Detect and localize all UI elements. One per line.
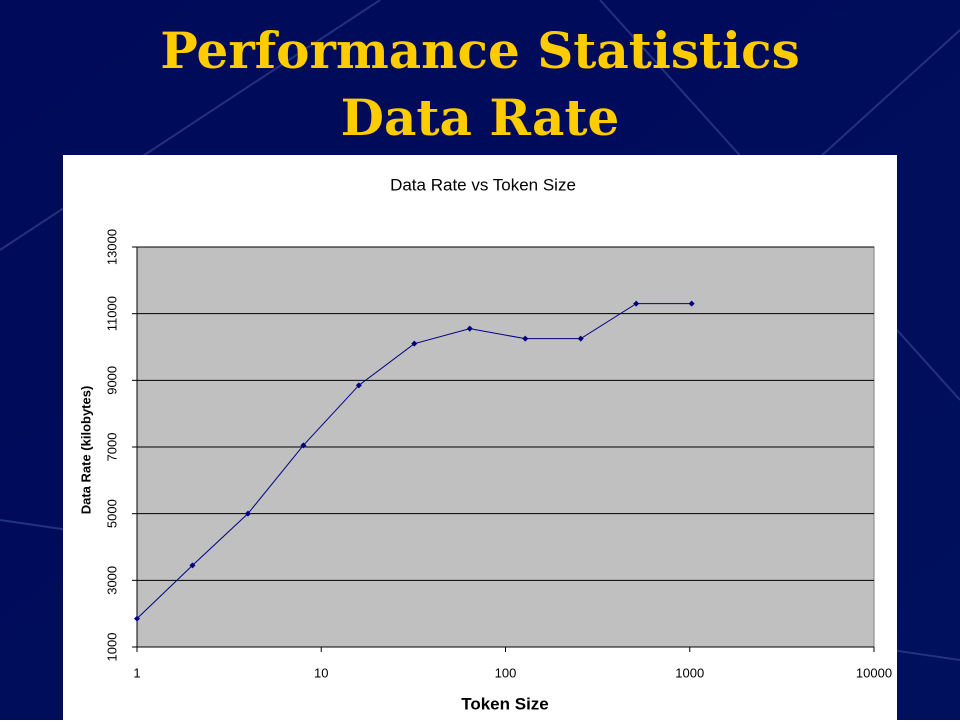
x-axis-label: Token Size: [461, 694, 549, 713]
x-tick-label: 10: [314, 665, 328, 680]
data-point: [466, 325, 473, 332]
y-tick-label: 3000: [104, 566, 119, 595]
data-point: [134, 615, 140, 622]
y-tick-label: 9000: [104, 366, 119, 395]
data-point: [411, 340, 418, 347]
data-point: [300, 442, 307, 449]
data-point: [577, 335, 584, 342]
data-point: [244, 510, 251, 517]
y-tick-label: 7000: [104, 433, 119, 462]
data-point: [522, 335, 529, 342]
y-tick-label: 5000: [104, 499, 119, 528]
x-tick-label: 10000: [856, 665, 892, 680]
data-point: [688, 300, 695, 307]
slide-title: Data Rate: [341, 88, 620, 147]
data-point: [189, 562, 196, 569]
slide-title: Performance Statistics: [160, 21, 799, 80]
x-tick-label: 1: [133, 665, 140, 680]
y-tick-label: 11000: [104, 296, 119, 331]
y-tick-label: 13000: [104, 229, 119, 265]
data-point: [633, 300, 640, 307]
y-axis-label: Data Rate (kilobytes): [78, 386, 93, 515]
y-tick-label: 1000: [104, 633, 119, 662]
data-point: [355, 382, 362, 389]
x-tick-label: 100: [495, 665, 517, 680]
chart-title: Data Rate vs Token Size: [390, 175, 576, 194]
x-tick-label: 1000: [675, 665, 704, 680]
